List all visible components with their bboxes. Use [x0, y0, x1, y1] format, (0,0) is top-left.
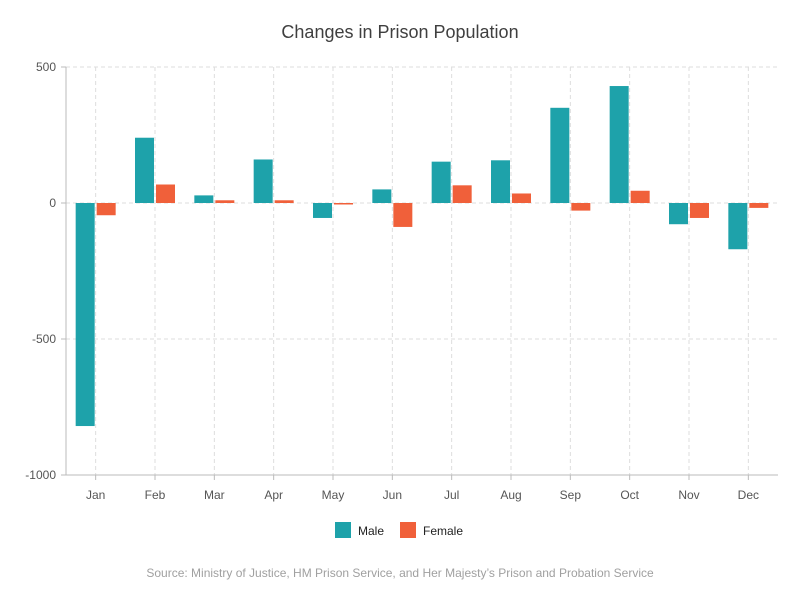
chart-title: Changes in Prison Population — [281, 22, 518, 42]
x-tick-label: Sep — [560, 488, 582, 502]
source-note: Source: Ministry of Justice, HM Prison S… — [146, 566, 654, 580]
bar-male-nov — [669, 203, 688, 225]
bar-male-mar — [194, 195, 214, 203]
x-tick-label: Oct — [620, 488, 639, 502]
grid — [61, 66, 778, 476]
x-tick-label: Apr — [264, 488, 283, 502]
bar-female-oct — [630, 190, 650, 203]
bar-male-jul — [431, 161, 451, 203]
legend-label-female[interactable]: Female — [423, 524, 463, 538]
x-tick-label: Aug — [500, 488, 521, 502]
bar-female-jul — [452, 185, 472, 203]
legend-swatch-male[interactable] — [335, 522, 351, 538]
bar-female-sep — [571, 203, 591, 211]
bar-female-aug — [512, 193, 531, 203]
bar-male-jun — [372, 189, 392, 203]
legend-label-male[interactable]: Male — [358, 524, 384, 538]
bar-male-may — [313, 203, 332, 218]
bar-male-apr — [253, 159, 273, 203]
x-tick-label: Feb — [145, 488, 166, 502]
x-tick-label: Dec — [738, 488, 759, 502]
x-tick-label: May — [322, 488, 345, 502]
bar-female-jan — [96, 203, 116, 216]
bar-male-feb — [135, 137, 154, 203]
bar-male-oct — [609, 86, 629, 203]
x-tick-label: Jul — [444, 488, 459, 502]
y-tick-label: 500 — [36, 60, 56, 74]
bar-male-dec — [728, 203, 748, 250]
bar-female-nov — [690, 203, 709, 218]
x-tick-label: Jan — [86, 488, 105, 502]
y-axis-ticks: -1000 -500 0 500 — [25, 60, 56, 482]
legend: Male Female — [335, 522, 463, 538]
bars — [75, 86, 769, 427]
bar-male-jan — [75, 203, 95, 427]
bar-female-feb — [156, 184, 175, 203]
y-tick-label: 0 — [49, 196, 56, 210]
y-tick-label: -500 — [32, 332, 56, 346]
x-tick-label: Nov — [678, 488, 699, 502]
bar-female-apr — [274, 200, 294, 203]
bar-male-aug — [491, 160, 510, 203]
x-axis-ticks: Jan Feb Mar Apr May Jun Jul Aug Sep Oct Nov Dec — [86, 475, 759, 502]
bar-female-mar — [215, 200, 235, 203]
x-tick-label: Mar — [204, 488, 225, 502]
x-tick-label: Jun — [383, 488, 402, 502]
bar-female-may — [334, 203, 353, 205]
bar-male-sep — [550, 107, 570, 203]
bar-female-dec — [749, 203, 769, 208]
y-tick-label: -1000 — [25, 468, 56, 482]
legend-swatch-female[interactable] — [400, 522, 416, 538]
bar-female-jun — [393, 203, 413, 227]
